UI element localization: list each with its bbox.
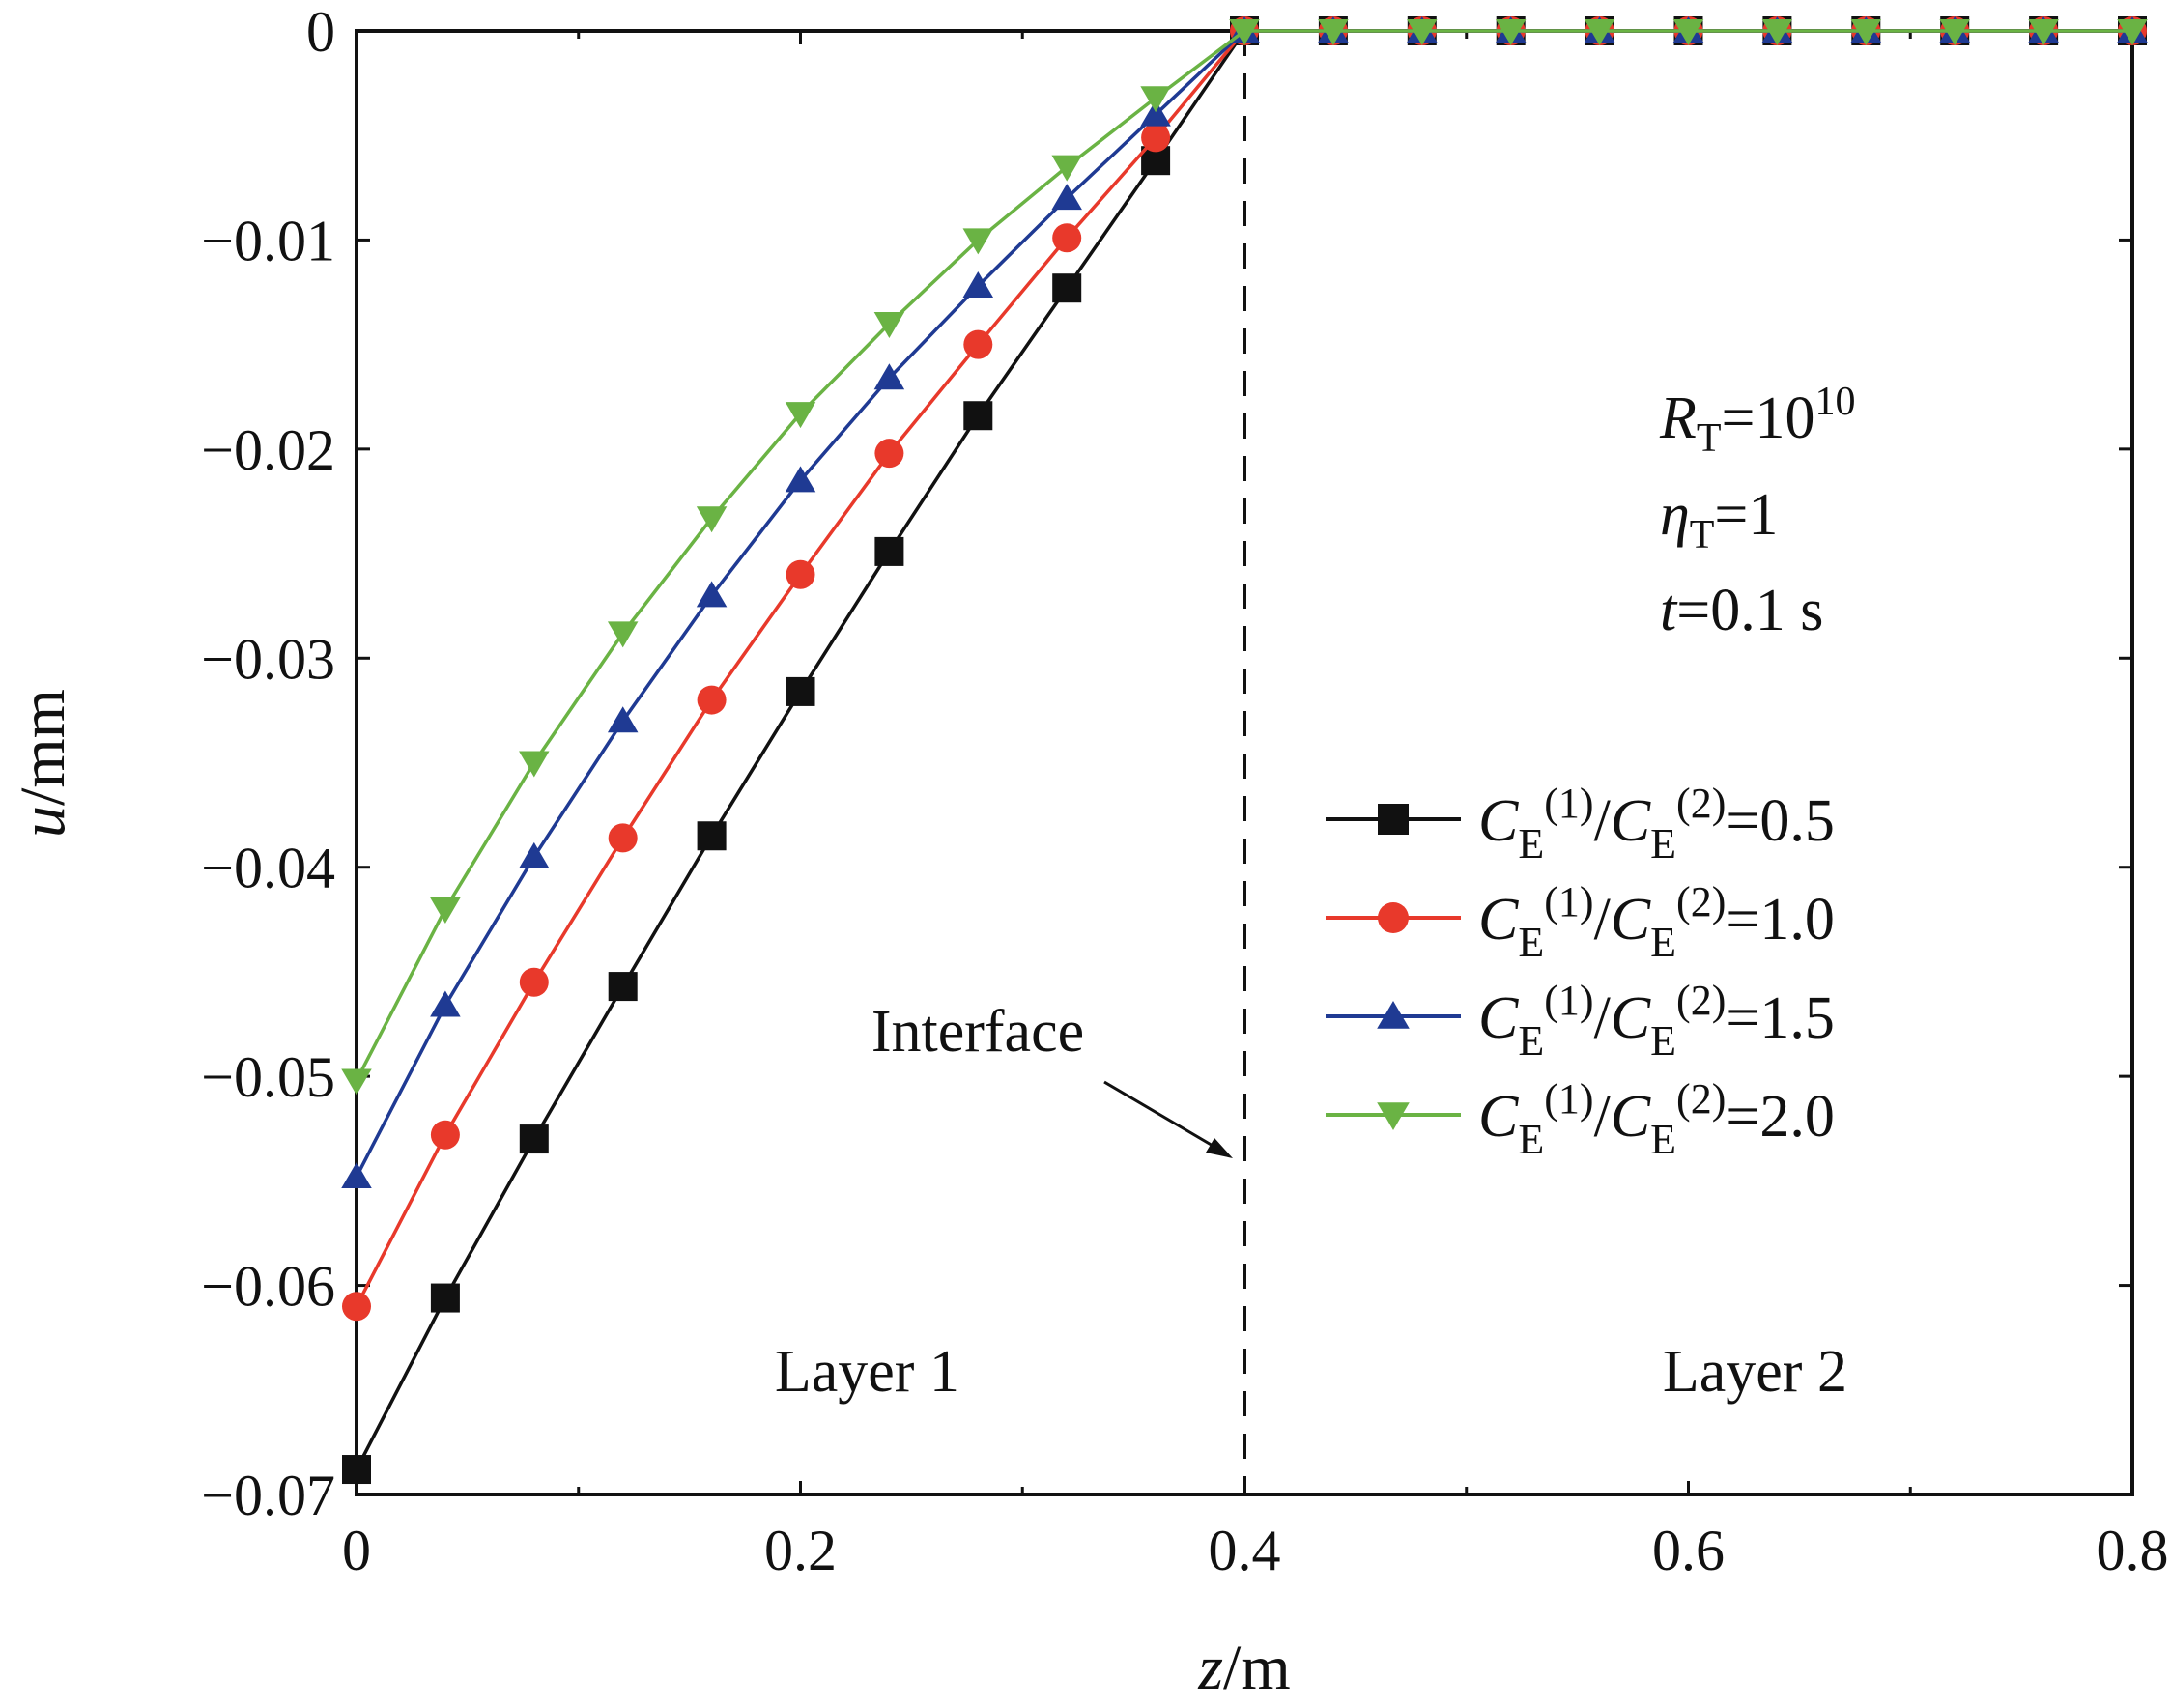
data-point [873,312,905,338]
y-tick-label: −0.04 [201,837,335,900]
y-tick-label: −0.07 [201,1464,335,1527]
data-point [341,1162,372,1189]
data-point [519,967,549,997]
param-eta: ηT=1 [1660,482,1778,557]
legend-marker [1377,1001,1410,1029]
data-point [608,972,638,1002]
x-tick-label: 0.6 [1652,1519,1725,1582]
data-point [786,676,815,706]
data-point [785,402,816,429]
data-point [962,228,994,255]
legend-marker [1378,804,1409,835]
y-tick-label: −0.06 [201,1255,335,1319]
data-point [697,685,727,715]
legend-item: CE(1)/CE(2)=0.5 [1326,780,1835,868]
data-point [608,823,638,853]
data-point [2117,19,2148,45]
data-point [696,506,728,533]
data-point [1495,19,1527,45]
param-rt: RT=1010 [1659,380,1856,461]
legend-marker [1377,1102,1410,1130]
legend: CE(1)/CE(2)=0.5 CE(1)/CE(2)=1.0 CE(1)/CE(2… [1326,780,1835,1163]
x-tick-label: 0.8 [2097,1519,2169,1582]
data-point [519,751,550,778]
y-tick-label: −0.01 [201,209,335,272]
data-point [1140,86,1171,113]
data-point [1939,19,1970,45]
data-point [873,363,905,390]
data-point [342,1292,371,1322]
data-point [1318,19,1349,45]
y-axis-title: u/mm [8,689,78,838]
legend-marker [1378,902,1409,933]
data-point [341,1068,372,1096]
data-point [1407,19,1438,45]
legend-label: CE(1)/CE(2)=2.0 [1478,1075,1835,1163]
data-point [963,329,993,359]
data-point [1229,19,1260,45]
data-point [1584,19,1615,45]
data-point [1051,155,1082,182]
x-axis-title: z/m [1197,1633,1290,1703]
data-point [430,990,461,1017]
data-point [696,581,728,608]
y-tick-label: −0.02 [201,418,335,482]
y-tick-label: 0 [306,0,335,64]
interface-label: Interface [871,999,1084,1065]
data-point [1051,184,1082,211]
series-4 [341,19,2148,1096]
data-point [607,706,639,733]
y-tick-label: −0.05 [201,1045,335,1109]
x-tick-label: 0 [342,1519,371,1582]
data-point [519,841,550,868]
x-tick-label: 0.2 [764,1519,837,1582]
interface-arrow-head [1206,1138,1233,1158]
data-point [874,439,904,469]
data-point [697,821,727,851]
series-group [341,16,2148,1485]
region-label-layer-2: Layer 2 [1663,1339,1847,1405]
data-point [430,897,461,924]
data-point [519,1124,549,1154]
data-point [785,466,816,493]
data-point [342,1455,371,1485]
legend-label: CE(1)/CE(2)=1.0 [1478,878,1835,966]
data-point [1140,100,1171,127]
data-point [1052,273,1082,303]
data-point [607,621,639,648]
data-point [1761,19,1793,45]
data-point [1850,19,1882,45]
data-point [874,536,904,566]
data-point [786,559,815,589]
legend-item: CE(1)/CE(2)=1.5 [1326,977,1835,1065]
data-point [430,1283,460,1313]
data-point [2028,19,2059,45]
data-point [430,1120,460,1150]
interface-arrow-shaft [1103,1080,1220,1152]
data-point [1672,19,1704,45]
x-tick-label: 0.4 [1209,1519,1281,1582]
legend-item: CE(1)/CE(2)=2.0 [1326,1075,1835,1163]
data-point [1052,223,1082,253]
legend-label: CE(1)/CE(2)=1.5 [1478,977,1835,1065]
data-point [962,271,994,299]
axis-ticks: 0 0.2 0.4 0.6 0.8 0 −0.01 −0.02 −0.03 −0.04 −0.05 −… [201,0,2168,1582]
data-point [963,401,993,431]
param-time: t=0.1 s [1660,578,1823,643]
legend-item: CE(1)/CE(2)=1.0 [1326,878,1835,966]
legend-label: CE(1)/CE(2)=0.5 [1478,780,1835,868]
data-point [1141,123,1171,153]
region-label-layer-1: Layer 1 [775,1339,959,1405]
y-tick-label: −0.03 [201,627,335,691]
